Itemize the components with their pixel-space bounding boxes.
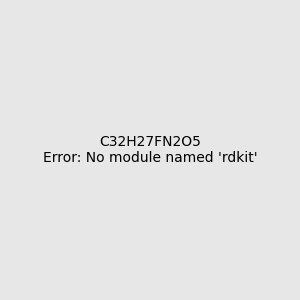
Text: C32H27FN2O5
Error: No module named 'rdkit': C32H27FN2O5 Error: No module named 'rdki… (43, 135, 257, 165)
